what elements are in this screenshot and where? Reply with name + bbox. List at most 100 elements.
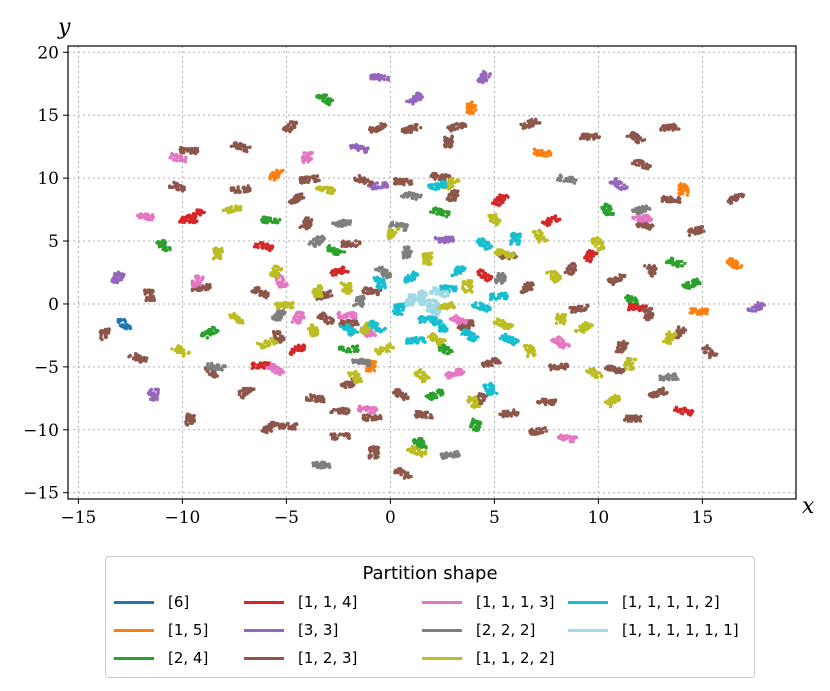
data-point [335,252,339,257]
data-point [367,127,372,132]
data-point [375,292,379,297]
data-point [539,428,543,432]
data-point [392,181,397,186]
data-point [151,214,155,219]
point-cluster [556,173,578,185]
point-cluster [660,194,682,205]
data-point [278,372,282,376]
data-point [370,415,375,419]
data-point [275,369,280,373]
data-point [681,407,686,411]
data-point [267,216,271,220]
data-point [148,288,152,292]
point-cluster [630,158,653,171]
data-point [433,174,437,178]
data-point [617,186,621,190]
data-point [312,244,317,248]
data-point [647,315,651,319]
point-cluster [701,344,719,360]
data-point [293,121,297,126]
data-point [556,367,561,371]
data-point [335,248,339,252]
data-point [203,285,207,289]
data-point [182,217,187,222]
data-point [471,417,475,421]
data-point [182,151,186,155]
data-point [611,181,615,185]
data-point [647,206,651,210]
data-point [648,267,652,271]
point-cluster [424,388,445,401]
data-point [370,184,375,189]
data-point [374,416,379,421]
data-point [185,418,189,422]
data-point [560,437,565,441]
data-point [160,241,164,245]
data-point [433,236,438,240]
data-point [536,149,540,153]
data-point [377,186,381,190]
data-point [348,319,352,324]
data-point [579,136,584,140]
data-point [273,217,277,221]
data-point [497,198,502,203]
point-cluster [548,362,570,372]
data-point [498,412,502,416]
data-point [638,219,642,223]
data-point [674,263,678,267]
data-point [277,280,281,284]
data-point [265,361,269,365]
data-point [413,438,417,442]
data-point [501,194,505,199]
data-point [451,195,455,200]
data-point [372,364,377,369]
point-cluster [476,69,493,85]
point-cluster [340,239,362,249]
data-point [174,155,179,160]
data-point [354,297,359,301]
data-point [302,151,306,155]
data-point [253,290,257,295]
point-cluster [326,244,347,257]
data-point [587,249,591,253]
data-point [354,178,359,183]
data-point [341,348,346,352]
data-point [325,101,329,106]
data-point [424,410,428,415]
data-point [672,199,676,204]
data-point [438,240,442,244]
data-point [418,97,423,102]
data-point [367,415,371,419]
data-point [288,351,293,356]
data-point [619,277,624,282]
data-point [560,337,564,342]
data-point [263,220,268,225]
data-point [414,441,419,445]
data-point [373,360,377,364]
data-point [256,363,260,367]
data-point [309,222,313,227]
data-point [633,298,637,303]
data-point [306,180,310,185]
data-point [337,433,341,437]
data-point [371,290,376,295]
data-point [147,391,151,395]
data-point [163,245,168,250]
data-point [671,263,675,267]
data-point [678,187,682,192]
data-point [446,125,450,130]
data-point [119,317,123,322]
data-point [454,122,459,126]
data-point [430,391,434,396]
data-point [388,272,392,276]
data-point [447,351,451,355]
point-cluster [519,281,535,295]
data-point [408,182,412,187]
data-point [337,315,341,320]
data-point [670,260,675,264]
data-point [481,269,485,273]
data-point [423,444,428,449]
data-point [484,360,488,364]
data-point [305,216,310,221]
